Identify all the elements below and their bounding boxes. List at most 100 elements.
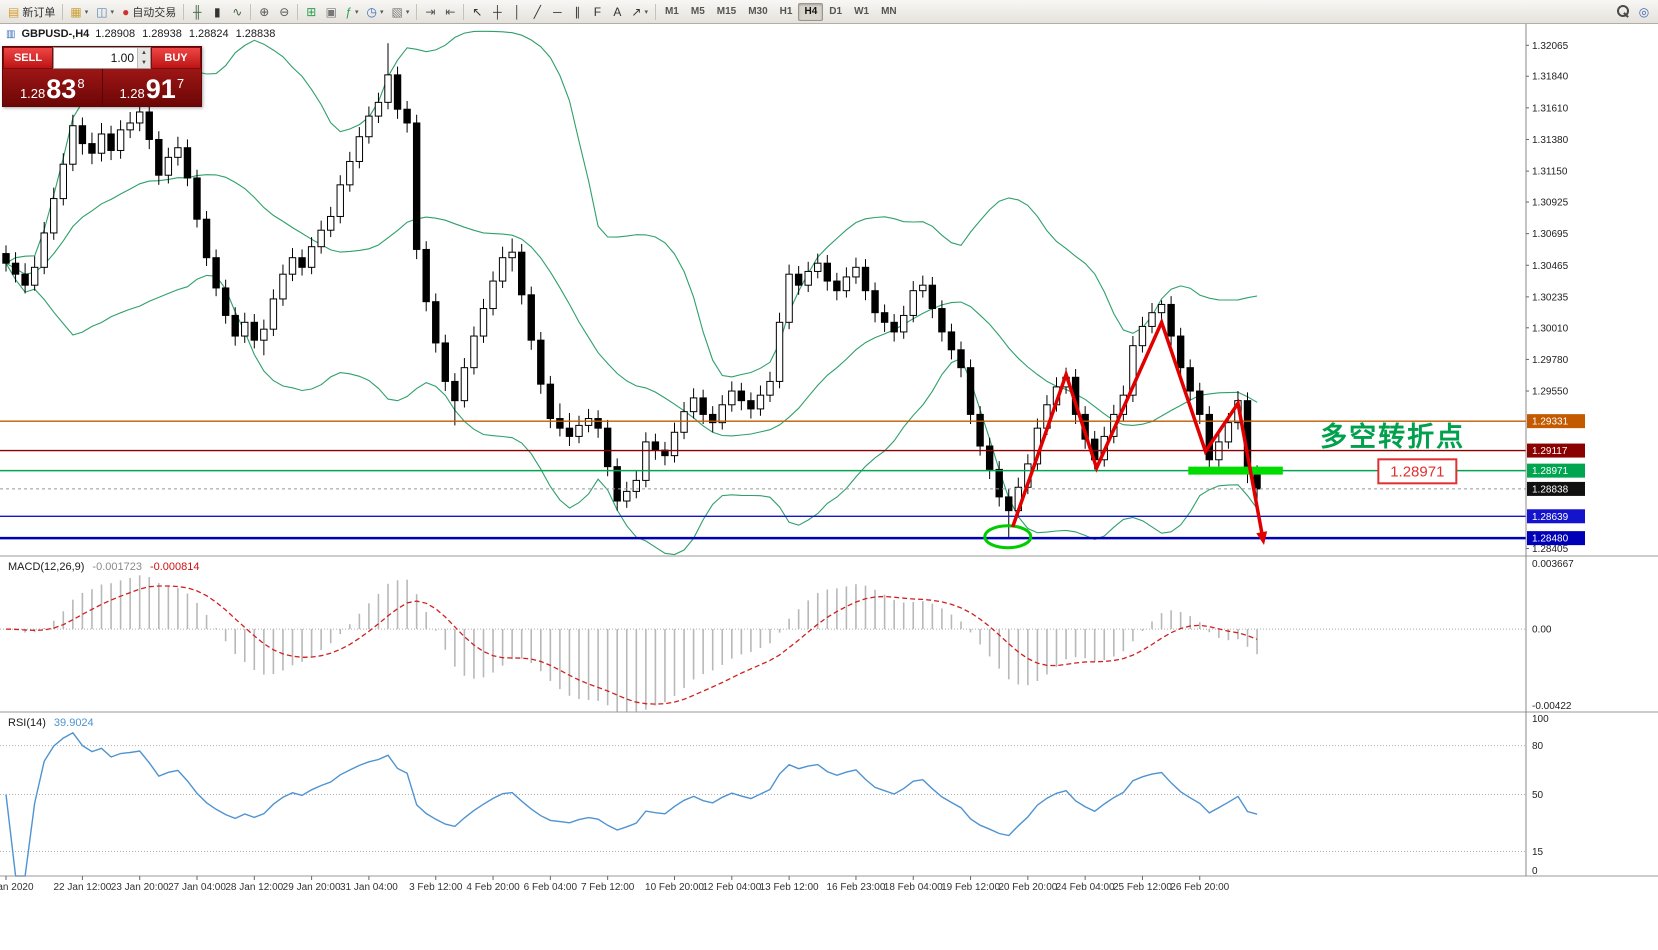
new-chart-button-dropdown[interactable]: ▾ — [84, 8, 89, 16]
new-order-button[interactable]: ▤ 新订单 — [4, 2, 59, 22]
candle — [365, 115, 373, 138]
volume-field[interactable]: 1.00 ▲ ▼ — [53, 47, 151, 69]
candle — [985, 445, 994, 470]
candle — [756, 394, 765, 410]
candle — [728, 390, 736, 406]
price-axis-label: 1.31150 — [1532, 167, 1568, 178]
candle — [861, 266, 870, 292]
timeframe-h4-button[interactable]: H4 — [798, 2, 824, 21]
candle — [871, 290, 879, 314]
time-axis-label: 6 Feb 04:00 — [524, 882, 578, 893]
candle — [21, 273, 29, 286]
timeframe-mn-button[interactable]: MN — [881, 6, 897, 17]
indicators-button-dropdown[interactable]: ▾ — [355, 8, 359, 16]
autotrading-button-label: 自动交易 — [132, 6, 177, 19]
candle — [603, 427, 612, 468]
cursor-icon: ↖ — [472, 4, 483, 19]
volume-down-button[interactable]: ▼ — [138, 58, 150, 68]
profiles-button-dropdown[interactable]: ▾ — [110, 8, 115, 16]
price-callout-box[interactable] — [1377, 458, 1458, 485]
candle — [938, 308, 946, 333]
trend-arrowhead — [1256, 531, 1268, 545]
zoom-in-button[interactable]: ⊕ — [254, 2, 274, 22]
candle — [747, 400, 755, 410]
tile-windows-button[interactable]: ▣ — [321, 2, 341, 22]
autoscroll-button[interactable]: ⇥ — [420, 2, 440, 22]
timeframe-d1-button[interactable]: D1 — [829, 6, 843, 17]
candle — [814, 262, 822, 272]
zoom-out-button[interactable]: ⊖ — [274, 2, 294, 22]
candle — [575, 424, 583, 437]
macd-axis-zero: 0.00 — [1532, 625, 1552, 636]
arrows-icon: ↗ — [631, 4, 642, 19]
candle — [556, 418, 564, 429]
candle — [336, 184, 344, 217]
new-order-icon: ▤ — [8, 4, 20, 19]
candle — [623, 490, 631, 502]
candle — [59, 163, 67, 200]
timeframe-w1-button[interactable]: W1 — [854, 6, 870, 17]
timeframe-m30-button[interactable]: M30 — [748, 6, 768, 17]
candle — [231, 314, 239, 337]
candle — [823, 262, 831, 282]
candle — [451, 380, 459, 402]
line-chart-button[interactable]: ∿ — [227, 2, 247, 22]
time-axis-label: 18 Feb 04:00 — [884, 882, 943, 893]
candle — [1005, 496, 1013, 512]
buy-price[interactable]: 1.28 91 7 — [103, 69, 202, 106]
candle — [30, 266, 39, 286]
cursor-button[interactable]: ↖ — [467, 2, 487, 22]
arrows-button-dropdown[interactable]: ▾ — [644, 8, 648, 16]
volume-up-button[interactable]: ▲ — [138, 48, 150, 58]
candle — [584, 418, 593, 426]
candle — [193, 177, 201, 220]
autotrading-button[interactable]: ● 自动交易 — [118, 2, 180, 22]
timeframe-m1-button[interactable]: M1 — [664, 6, 679, 17]
search-button[interactable] — [1613, 2, 1634, 22]
templates-button[interactable]: ▧ ▾ — [388, 2, 414, 22]
support-highlight-bar[interactable] — [1188, 466, 1283, 475]
candle — [403, 108, 411, 124]
candle — [393, 74, 402, 110]
indicators-button[interactable]: ƒ ▾ — [341, 2, 362, 22]
toolbar-separator — [416, 3, 418, 20]
periods-button-dropdown[interactable]: ▾ — [380, 8, 384, 16]
profiles-button[interactable]: ◫ ▾ — [92, 2, 118, 22]
periods-button[interactable]: ◷ ▾ — [363, 2, 388, 22]
sell-price[interactable]: 1.28 83 8 — [3, 69, 102, 106]
bar-chart-button[interactable]: ╫ — [187, 2, 207, 22]
sell-button[interactable]: SELL — [3, 47, 53, 69]
new-chart-button[interactable]: ▦ ▾ — [66, 2, 92, 22]
timeframe-m5-button[interactable]: M5 — [690, 6, 705, 17]
toolbar-separator — [250, 3, 252, 20]
fibonacci-button[interactable]: F — [587, 2, 607, 22]
candlestick-chart-button[interactable]: ▮ — [207, 2, 227, 22]
vertical-line-button[interactable]: │ — [507, 2, 527, 22]
candle — [346, 160, 354, 186]
highlight-ellipse[interactable] — [983, 524, 1033, 550]
community-icon: ◎ — [1638, 4, 1650, 19]
horizontal-line-button[interactable]: ─ — [547, 2, 567, 22]
timeframe-h1-button[interactable]: H1 — [779, 6, 793, 17]
arrows-button[interactable]: ↗ ▾ — [627, 2, 652, 22]
trendline-button[interactable]: ╱ — [527, 2, 547, 22]
sell-price-prefix: 1.28 — [19, 85, 46, 101]
text-label-icon: A — [613, 4, 622, 19]
channel-button[interactable]: ∥ — [567, 2, 587, 22]
trend-arrows[interactable] — [1010, 317, 1265, 539]
candle — [642, 441, 650, 481]
tile-windows-icon: ▣ — [325, 4, 337, 19]
templates-button-dropdown[interactable]: ▾ — [405, 8, 410, 16]
candle — [432, 301, 440, 344]
time-axis-label: 31 Jan 04:00 — [340, 882, 398, 893]
chart-shift-button[interactable]: ⇤ — [440, 2, 460, 22]
turning-point-annotation[interactable]: 多空转折点 — [1320, 421, 1465, 452]
crosshair-button[interactable]: ┼ — [487, 2, 507, 22]
text-label-button[interactable]: A — [607, 2, 627, 22]
volume-value[interactable]: 1.00 — [110, 51, 134, 65]
community-button[interactable]: ◎ — [1634, 2, 1654, 22]
buy-button[interactable]: BUY — [151, 47, 201, 69]
grid-button[interactable]: ⊞ — [301, 2, 321, 22]
timeframe-m15-button[interactable]: M15 — [716, 6, 737, 17]
